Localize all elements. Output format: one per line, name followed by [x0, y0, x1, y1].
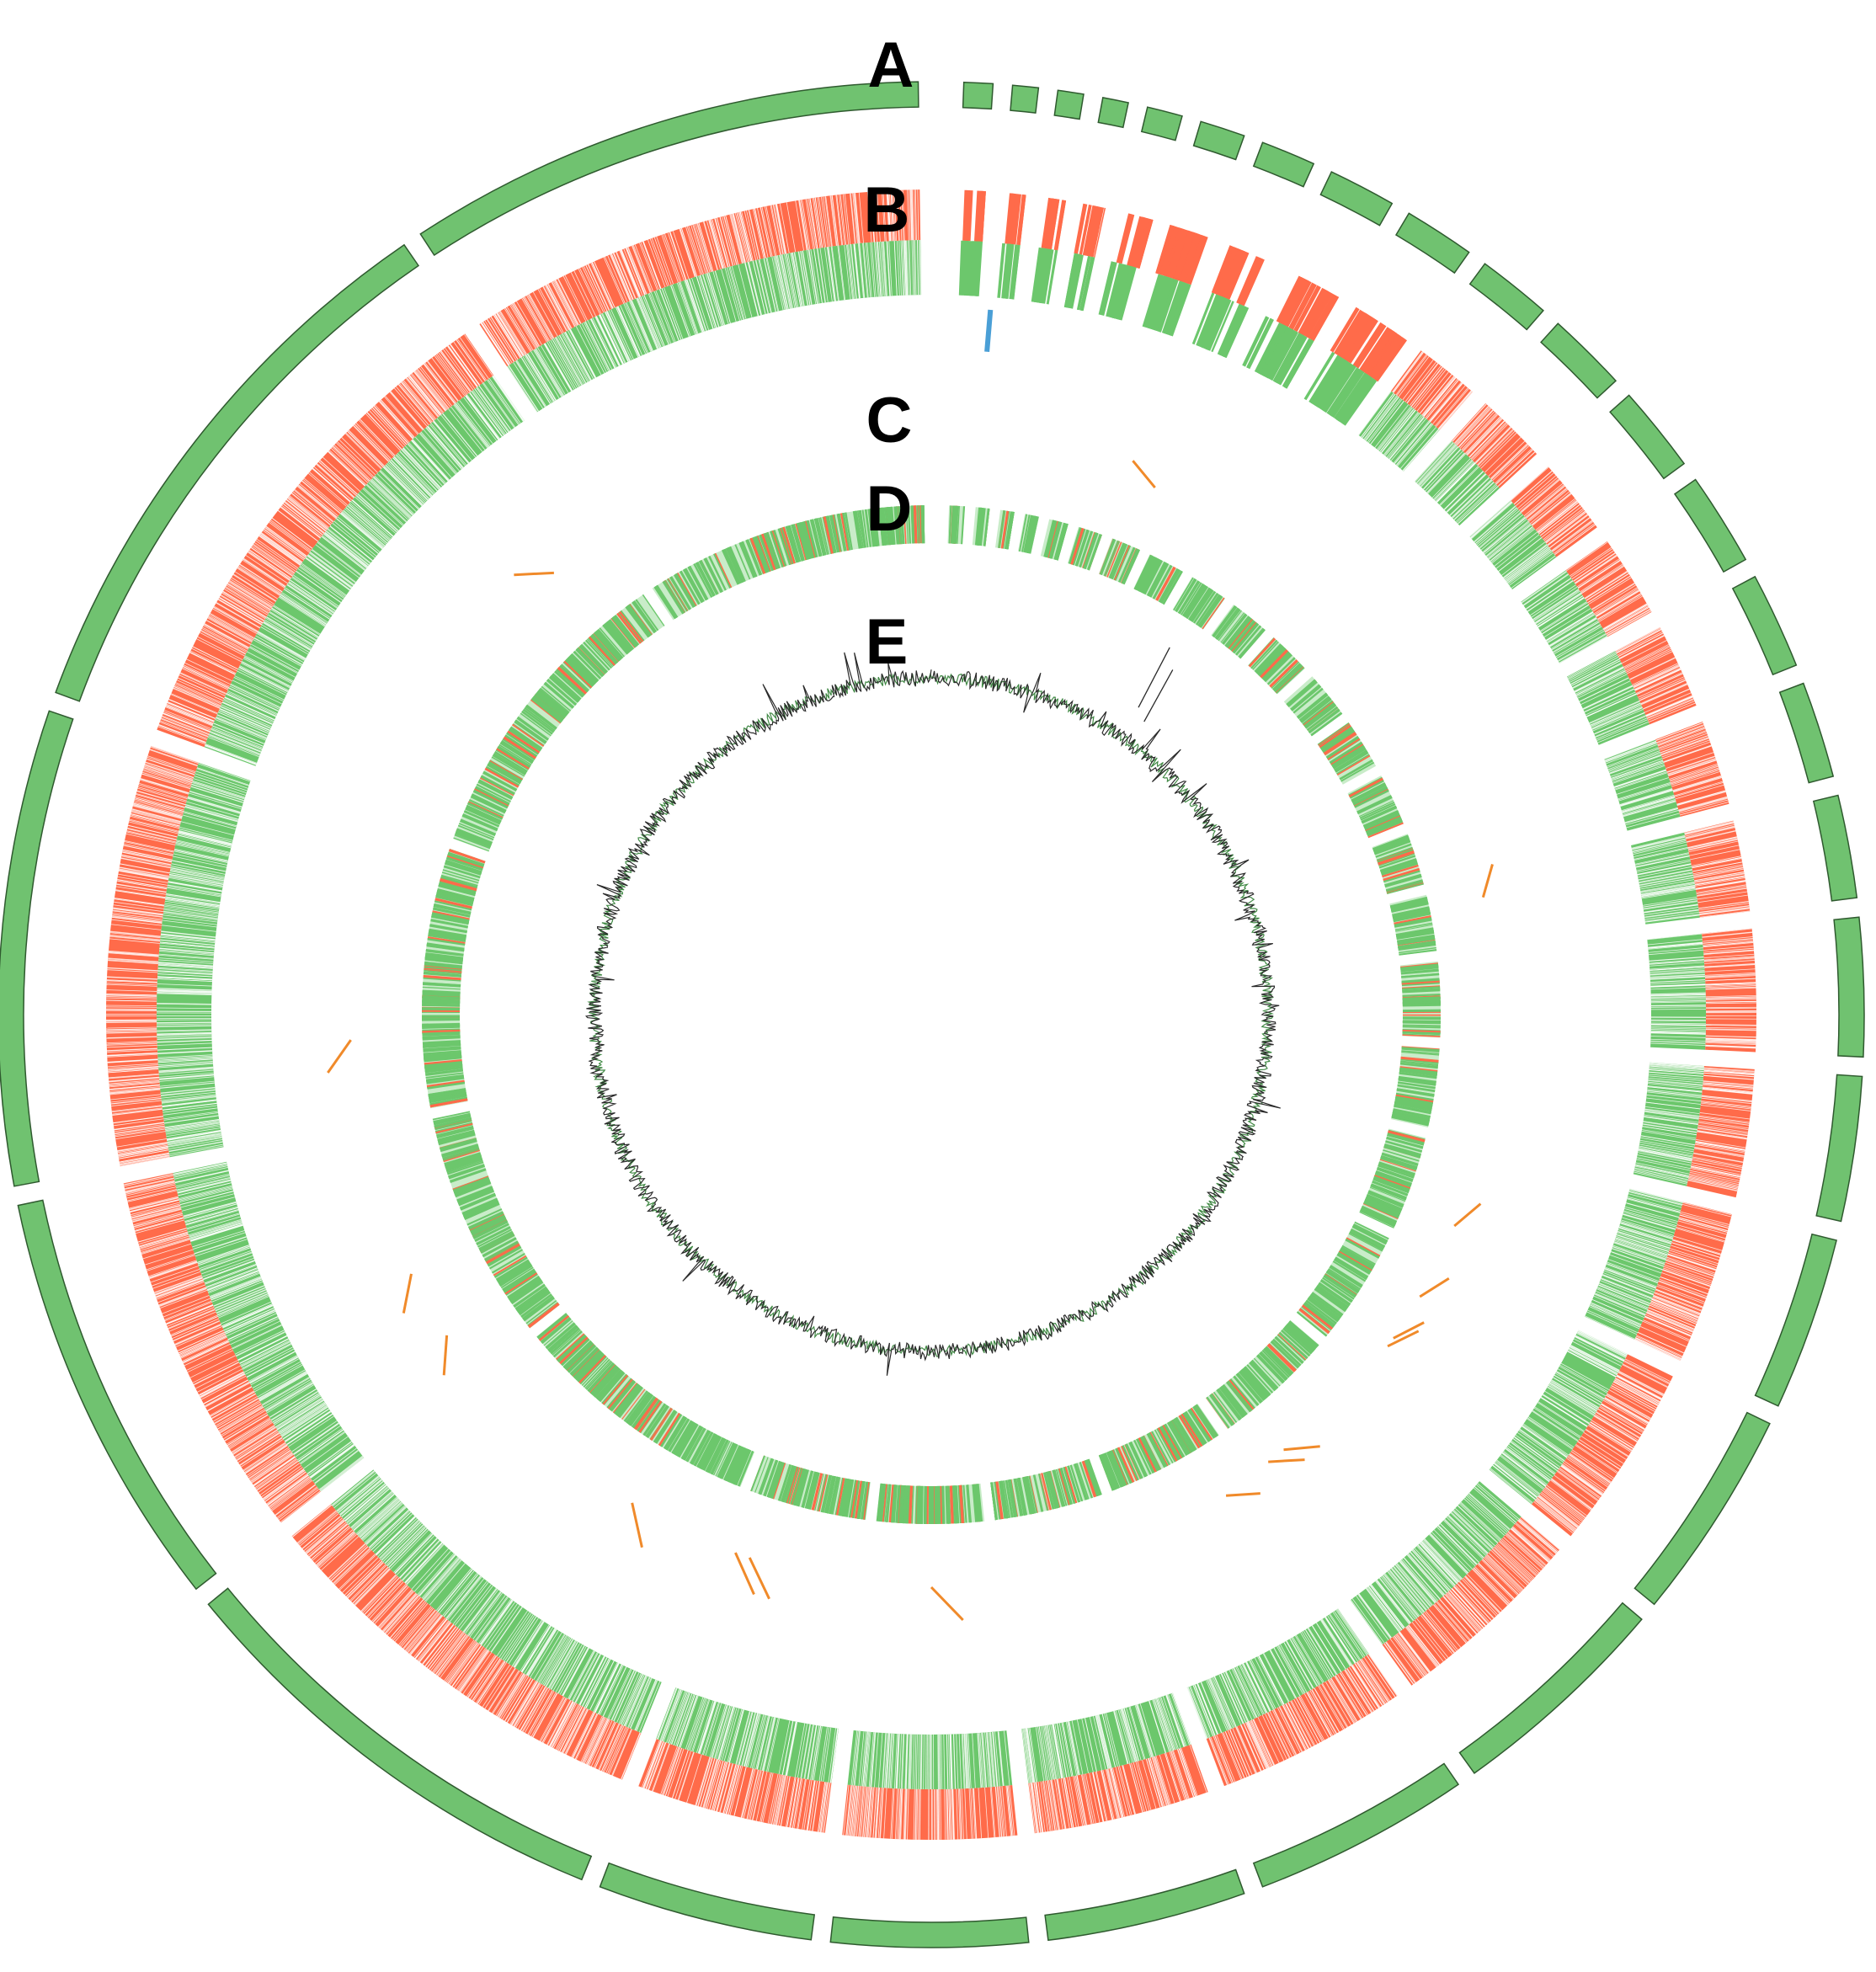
contig-box [1834, 917, 1864, 1057]
cds-forward-block [1117, 213, 1154, 269]
cds-forward-block [842, 1785, 1017, 1840]
contig-box [0, 711, 73, 1186]
contig-box [1194, 121, 1244, 159]
orange-marker [931, 1587, 963, 1620]
feature-block [1297, 1222, 1389, 1337]
cds-reverse-block [1064, 253, 1095, 312]
gc-spike [1144, 669, 1173, 722]
feature-block [453, 594, 664, 852]
feature-block [990, 1459, 1102, 1521]
feature-block [1348, 775, 1404, 838]
ring-a-contigs [0, 82, 1864, 1948]
feature-block [877, 1484, 985, 1524]
feature-block [1391, 1046, 1440, 1127]
contig-box [1733, 577, 1797, 674]
orange-marker [1483, 864, 1492, 897]
ring-label-c: C [866, 389, 913, 453]
contig-box [1098, 98, 1128, 127]
contig-box [1610, 395, 1684, 478]
contig-box [1142, 107, 1182, 141]
feature-block [995, 510, 1015, 550]
orange-marker [1226, 1494, 1260, 1496]
cds-reverse-block [1031, 248, 1058, 305]
gc-spike [1138, 648, 1170, 707]
contig-box [1814, 796, 1857, 901]
orange-marker [1133, 461, 1154, 488]
feature-block [1173, 577, 1225, 629]
cds-reverse-block [1647, 934, 1706, 1050]
orange-marker [444, 1335, 446, 1375]
contig-box [1320, 172, 1392, 226]
contig-box [1254, 142, 1314, 187]
contig-box [1045, 1870, 1244, 1941]
feature-block [1068, 527, 1102, 571]
feature-block [1206, 1320, 1319, 1429]
orange-marker [1454, 1204, 1480, 1226]
contig-box [1780, 684, 1834, 783]
orange-marker [632, 1503, 642, 1548]
cds-reverse-block [848, 1730, 1013, 1789]
feature-block [948, 505, 966, 544]
cds-forward-block [1074, 204, 1106, 258]
contig-box [1756, 1234, 1837, 1406]
contig-box [1396, 213, 1469, 273]
orange-marker [1420, 1278, 1449, 1297]
contig-box [1254, 1764, 1458, 1887]
cds-forward-block [1702, 929, 1756, 1053]
cds-forward-block [1005, 193, 1026, 245]
ring-d-features [422, 505, 1441, 1524]
feature-block [1400, 962, 1441, 1038]
feature-block [433, 1111, 560, 1329]
orange-marker [1283, 1447, 1319, 1450]
feature-block [1018, 514, 1039, 553]
feature-block [1248, 637, 1305, 695]
contig-box [1675, 480, 1745, 573]
contig-box [1634, 1413, 1769, 1605]
contig-box [1460, 1603, 1642, 1773]
cds-reverse-block [997, 243, 1020, 300]
ring-label-d: D [866, 477, 913, 541]
cds-reverse-block [1099, 261, 1137, 320]
orange-marker [514, 573, 553, 574]
cds-reverse-block [1143, 274, 1191, 336]
ring-label-a: A [868, 34, 914, 98]
contig-box [1470, 264, 1543, 329]
feature-block [536, 1313, 754, 1487]
contig-box [1541, 323, 1616, 397]
feature-block [1099, 538, 1140, 584]
ring-label-e: E [866, 610, 909, 674]
cds-reverse-block [959, 241, 983, 296]
feature-block [422, 849, 486, 1108]
ring-b-cds-strands [106, 189, 1756, 1840]
feature-block [1318, 722, 1376, 785]
feature-block [973, 507, 990, 546]
orange-marker [1268, 1460, 1304, 1463]
cds-forward-block [962, 190, 986, 242]
feature-block [750, 1456, 871, 1521]
contig-box [1816, 1074, 1862, 1221]
feature-block [1389, 895, 1436, 956]
contig-box [963, 83, 994, 109]
cds-forward-block [1042, 198, 1067, 251]
contig-box [600, 1863, 815, 1940]
feature-block [1099, 1404, 1219, 1491]
ring-label-b: B [864, 179, 910, 243]
contig-box [830, 1917, 1029, 1948]
contig-box [1054, 90, 1084, 119]
orange-marker [403, 1274, 411, 1314]
orange-marker [328, 1040, 350, 1073]
feature-block [1284, 676, 1342, 736]
feature-block [1359, 1129, 1426, 1229]
contig-box [1010, 85, 1038, 113]
blue-marker [987, 310, 990, 352]
feature-block [1041, 520, 1069, 561]
ring-e-gc-profile [586, 648, 1281, 1376]
gc-content-line [586, 653, 1281, 1376]
feature-block [1372, 834, 1424, 894]
feature-block [1133, 555, 1183, 605]
feature-block [1211, 605, 1266, 658]
